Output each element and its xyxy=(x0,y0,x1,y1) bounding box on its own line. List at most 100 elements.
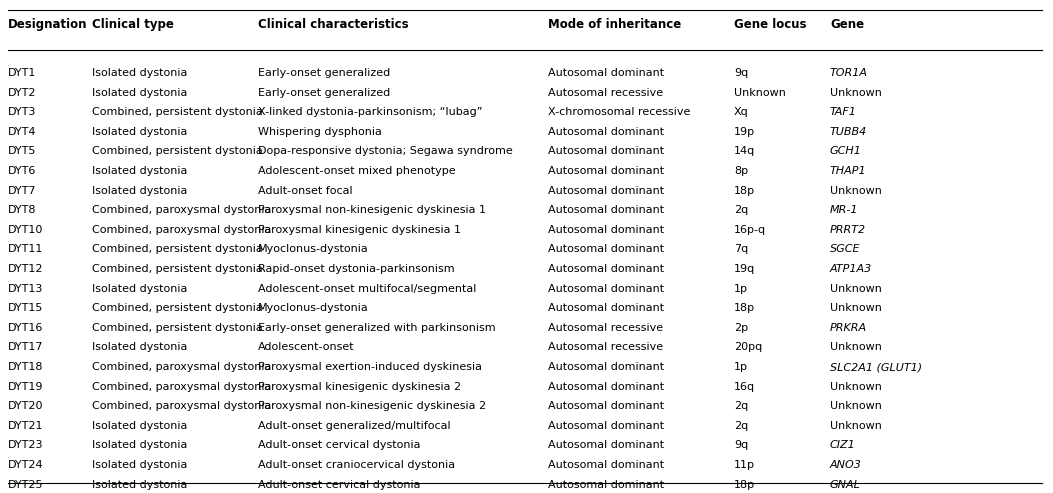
Text: Paroxysmal kinesigenic dyskinesia 1: Paroxysmal kinesigenic dyskinesia 1 xyxy=(258,225,461,235)
Text: Early-onset generalized with parkinsonism: Early-onset generalized with parkinsonis… xyxy=(258,323,496,333)
Text: 2q: 2q xyxy=(734,205,749,215)
Text: 16q: 16q xyxy=(734,382,755,391)
Text: GCH1: GCH1 xyxy=(830,146,861,156)
Text: 7q: 7q xyxy=(734,245,749,254)
Text: Isolated dystonia: Isolated dystonia xyxy=(92,480,187,490)
Text: Autosomal dominant: Autosomal dominant xyxy=(548,146,664,156)
Text: DYT4: DYT4 xyxy=(8,127,37,137)
Text: Adolescent-onset: Adolescent-onset xyxy=(258,343,355,352)
Text: TAF1: TAF1 xyxy=(830,107,857,117)
Text: Autosomal dominant: Autosomal dominant xyxy=(548,185,664,196)
Text: ATP1A3: ATP1A3 xyxy=(830,264,872,274)
Text: DYT24: DYT24 xyxy=(8,460,43,470)
Text: Combined, paroxysmal dystonia: Combined, paroxysmal dystonia xyxy=(92,362,272,372)
Text: Gene: Gene xyxy=(830,18,865,31)
Text: Autosomal recessive: Autosomal recessive xyxy=(548,88,663,98)
Text: PRRT2: PRRT2 xyxy=(830,225,867,235)
Text: Rapid-onset dystonia-parkinsonism: Rapid-onset dystonia-parkinsonism xyxy=(258,264,455,274)
Text: MR-1: MR-1 xyxy=(830,205,858,215)
Text: Paroxysmal non-kinesigenic dyskinesia 2: Paroxysmal non-kinesigenic dyskinesia 2 xyxy=(258,401,486,411)
Text: Autosomal dominant: Autosomal dominant xyxy=(548,264,664,274)
Text: Designation: Designation xyxy=(8,18,87,31)
Text: DYT11: DYT11 xyxy=(8,245,43,254)
Text: 2p: 2p xyxy=(734,323,748,333)
Text: THAP1: THAP1 xyxy=(830,166,867,176)
Text: Mode of inheritance: Mode of inheritance xyxy=(548,18,681,31)
Text: DYT13: DYT13 xyxy=(8,283,43,294)
Text: Unknown: Unknown xyxy=(830,421,881,431)
Text: Paroxysmal exertion-induced dyskinesia: Paroxysmal exertion-induced dyskinesia xyxy=(258,362,482,372)
Text: Autosomal dominant: Autosomal dominant xyxy=(548,382,664,391)
Text: Unknown: Unknown xyxy=(830,382,881,391)
Text: Isolated dystonia: Isolated dystonia xyxy=(92,166,187,176)
Text: 11p: 11p xyxy=(734,460,755,470)
Text: Unknown: Unknown xyxy=(830,88,881,98)
Text: Combined, paroxysmal dystonia: Combined, paroxysmal dystonia xyxy=(92,225,272,235)
Text: Isolated dystonia: Isolated dystonia xyxy=(92,68,187,78)
Text: 18p: 18p xyxy=(734,480,755,490)
Text: Autosomal dominant: Autosomal dominant xyxy=(548,421,664,431)
Text: 1p: 1p xyxy=(734,283,748,294)
Text: Autosomal dominant: Autosomal dominant xyxy=(548,245,664,254)
Text: Isolated dystonia: Isolated dystonia xyxy=(92,283,187,294)
Text: DYT6: DYT6 xyxy=(8,166,37,176)
Text: DYT16: DYT16 xyxy=(8,323,43,333)
Text: DYT25: DYT25 xyxy=(8,480,43,490)
Text: Unknown: Unknown xyxy=(830,283,881,294)
Text: Adult-onset generalized/multifocal: Adult-onset generalized/multifocal xyxy=(258,421,451,431)
Text: Combined, persistent dystonia: Combined, persistent dystonia xyxy=(92,146,263,156)
Text: Clinical type: Clinical type xyxy=(92,18,174,31)
Text: Isolated dystonia: Isolated dystonia xyxy=(92,460,187,470)
Text: Autosomal recessive: Autosomal recessive xyxy=(548,323,663,333)
Text: TOR1A: TOR1A xyxy=(830,68,868,78)
Text: DYT1: DYT1 xyxy=(8,68,37,78)
Text: DYT21: DYT21 xyxy=(8,421,43,431)
Text: Adult-onset craniocervical dystonia: Adult-onset craniocervical dystonia xyxy=(258,460,455,470)
Text: 18p: 18p xyxy=(734,185,755,196)
Text: SLC2A1 (GLUT1): SLC2A1 (GLUT1) xyxy=(830,362,922,372)
Text: Adult-onset cervical dystonia: Adult-onset cervical dystonia xyxy=(258,440,420,451)
Text: Autosomal dominant: Autosomal dominant xyxy=(548,401,664,411)
Text: DYT20: DYT20 xyxy=(8,401,43,411)
Text: Combined, persistent dystonia: Combined, persistent dystonia xyxy=(92,245,263,254)
Text: X-linked dystonia-parkinsonism; “lubag”: X-linked dystonia-parkinsonism; “lubag” xyxy=(258,107,482,117)
Text: Isolated dystonia: Isolated dystonia xyxy=(92,421,187,431)
Text: Isolated dystonia: Isolated dystonia xyxy=(92,440,187,451)
Text: Autosomal dominant: Autosomal dominant xyxy=(548,480,664,490)
Text: Gene locus: Gene locus xyxy=(734,18,807,31)
Text: Early-onset generalized: Early-onset generalized xyxy=(258,68,391,78)
Text: Adolescent-onset mixed phenotype: Adolescent-onset mixed phenotype xyxy=(258,166,456,176)
Text: DYT19: DYT19 xyxy=(8,382,43,391)
Text: Unknown: Unknown xyxy=(830,401,881,411)
Text: DYT3: DYT3 xyxy=(8,107,37,117)
Text: Combined, paroxysmal dystonia: Combined, paroxysmal dystonia xyxy=(92,382,272,391)
Text: 2q: 2q xyxy=(734,421,749,431)
Text: Paroxysmal non-kinesigenic dyskinesia 1: Paroxysmal non-kinesigenic dyskinesia 1 xyxy=(258,205,486,215)
Text: Isolated dystonia: Isolated dystonia xyxy=(92,127,187,137)
Text: 9q: 9q xyxy=(734,440,749,451)
Text: DYT7: DYT7 xyxy=(8,185,37,196)
Text: Xq: Xq xyxy=(734,107,749,117)
Text: Adolescent-onset multifocal/segmental: Adolescent-onset multifocal/segmental xyxy=(258,283,476,294)
Text: Autosomal dominant: Autosomal dominant xyxy=(548,362,664,372)
Text: Autosomal dominant: Autosomal dominant xyxy=(548,440,664,451)
Text: Myoclonus-dystonia: Myoclonus-dystonia xyxy=(258,245,369,254)
Text: Autosomal dominant: Autosomal dominant xyxy=(548,460,664,470)
Text: CIZ1: CIZ1 xyxy=(830,440,856,451)
Text: Autosomal dominant: Autosomal dominant xyxy=(548,166,664,176)
Text: 2q: 2q xyxy=(734,401,749,411)
Text: SGCE: SGCE xyxy=(830,245,860,254)
Text: 19q: 19q xyxy=(734,264,755,274)
Text: DYT23: DYT23 xyxy=(8,440,43,451)
Text: 8p: 8p xyxy=(734,166,748,176)
Text: Autosomal recessive: Autosomal recessive xyxy=(548,343,663,352)
Text: Autosomal dominant: Autosomal dominant xyxy=(548,303,664,313)
Text: Whispering dysphonia: Whispering dysphonia xyxy=(258,127,382,137)
Text: DYT2: DYT2 xyxy=(8,88,37,98)
Text: DYT18: DYT18 xyxy=(8,362,43,372)
Text: DYT5: DYT5 xyxy=(8,146,37,156)
Text: Unknown: Unknown xyxy=(734,88,786,98)
Text: 9q: 9q xyxy=(734,68,749,78)
Text: DYT10: DYT10 xyxy=(8,225,43,235)
Text: 16p-q: 16p-q xyxy=(734,225,767,235)
